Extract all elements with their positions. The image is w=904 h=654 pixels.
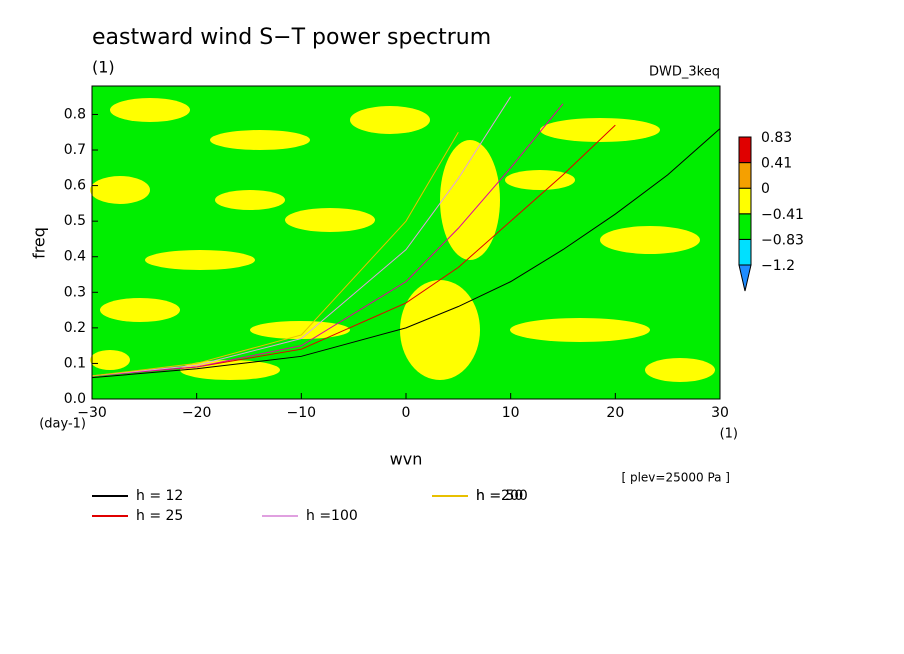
level-label: [ plev=25000 Pa ] [621, 471, 730, 485]
dispersion-curve [91, 96, 512, 377]
y-tick-label: 0.5 [64, 213, 86, 229]
dispersion-curve [91, 103, 564, 377]
colorbar-label: −1.2 [761, 258, 795, 274]
colorbar-segment [738, 162, 752, 189]
y-tick-label: 0.2 [64, 320, 86, 336]
x-tick-label: −10 [287, 405, 317, 421]
field-texture [90, 98, 715, 382]
x-tick-label: 10 [502, 405, 520, 421]
colorbar-segment [738, 238, 752, 266]
dispersion-curve [91, 131, 459, 377]
legend-label: h = 25 [136, 508, 183, 524]
x-tick-label: 20 [606, 405, 624, 421]
y-unit: (day-1) [39, 417, 86, 432]
y-tick-label: 0.6 [64, 178, 86, 194]
legend-label: h = 50 [476, 488, 523, 504]
model-label: DWD_3keq [649, 65, 720, 80]
colorbar-label: −0.83 [761, 232, 804, 248]
colorbar-label: 0 [761, 181, 770, 197]
dispersion-curve [91, 124, 616, 377]
colorbar-segment [738, 136, 752, 164]
x-tick-label: −30 [77, 405, 107, 421]
y-tick-label: 0.0 [64, 391, 86, 407]
y-tick-label: 0.7 [64, 142, 86, 158]
x-unit: (1) [720, 427, 738, 442]
colorbar-label: −0.41 [761, 207, 804, 223]
x-tick-label: −20 [182, 405, 212, 421]
colorbar-label: 0.83 [761, 130, 792, 146]
subtitle: (1) [92, 58, 115, 77]
y-tick-label: 0.3 [64, 284, 86, 300]
y-tick-label: 0.1 [64, 355, 86, 371]
colorbar-label: 0.41 [761, 156, 792, 172]
x-tick-label: 30 [711, 405, 729, 421]
colorbar-segment [738, 213, 752, 240]
legend-label: h =200 [476, 488, 528, 504]
y-tick-label: 0.4 [64, 249, 86, 265]
colorbar-triangle [738, 264, 752, 292]
y-tick-label: 0.8 [64, 106, 86, 122]
x-tick-label: 0 [402, 405, 411, 421]
colorbar-segment [738, 187, 752, 215]
y-label: freq [30, 227, 49, 259]
chart-title: eastward wind S−T power spectrum [92, 25, 491, 50]
dispersion-curve [91, 128, 721, 379]
x-label: wvn [390, 450, 423, 469]
legend-label: h = 12 [136, 488, 183, 504]
legend-label: h =100 [306, 508, 358, 524]
